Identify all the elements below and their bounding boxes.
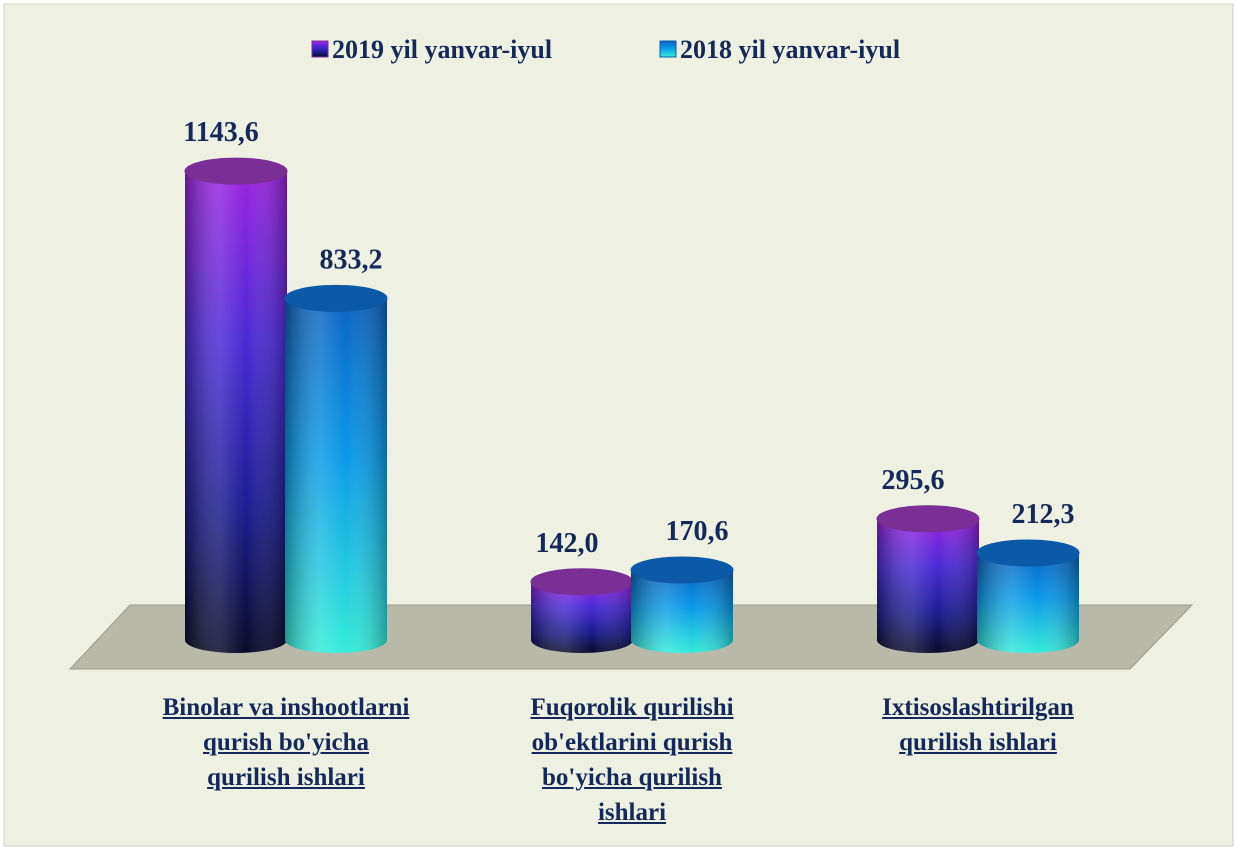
cylinder-shade <box>531 581 633 653</box>
cylinder-top <box>284 284 388 312</box>
cylinder <box>184 157 288 653</box>
cylinder-shade <box>285 298 387 653</box>
cylinder-top <box>876 505 980 533</box>
cylinder-shade <box>877 518 979 653</box>
cylinder-top <box>184 157 288 185</box>
legend-swatch <box>311 40 329 58</box>
data-label: 212,3 <box>1012 499 1075 530</box>
cylinder-top <box>976 539 1080 567</box>
cylinder-top <box>530 568 634 596</box>
cylinder <box>530 568 634 653</box>
legend-swatch <box>659 40 677 58</box>
legend-label: 2018 yil yanvar-iyul <box>680 35 900 64</box>
x-tick-label: Binolar va inshootlarni qurish bo'yicha … <box>162 694 410 791</box>
cylinder <box>876 505 980 653</box>
cylinder-shade <box>631 570 733 653</box>
data-label: 833,2 <box>320 244 383 275</box>
x-tick-label: Fuqorolik qurilishi ob'ektlarini qurish … <box>530 694 734 826</box>
x-tick-label: Ixtisoslashtirilgan qurilish ishlari <box>882 694 1074 756</box>
cylinder <box>630 556 734 653</box>
cylinder-top <box>630 556 734 584</box>
legend-label: 2019 yil yanvar-iyul <box>332 35 552 64</box>
data-label: 1143,6 <box>183 117 258 148</box>
cylinder <box>284 284 388 653</box>
data-label: 295,6 <box>882 465 945 496</box>
cylinder-shade <box>185 171 287 653</box>
cylinder-shade <box>977 552 1079 653</box>
data-label: 142,0 <box>536 528 599 559</box>
cylinder <box>976 539 1080 653</box>
data-label: 170,6 <box>666 516 729 547</box>
